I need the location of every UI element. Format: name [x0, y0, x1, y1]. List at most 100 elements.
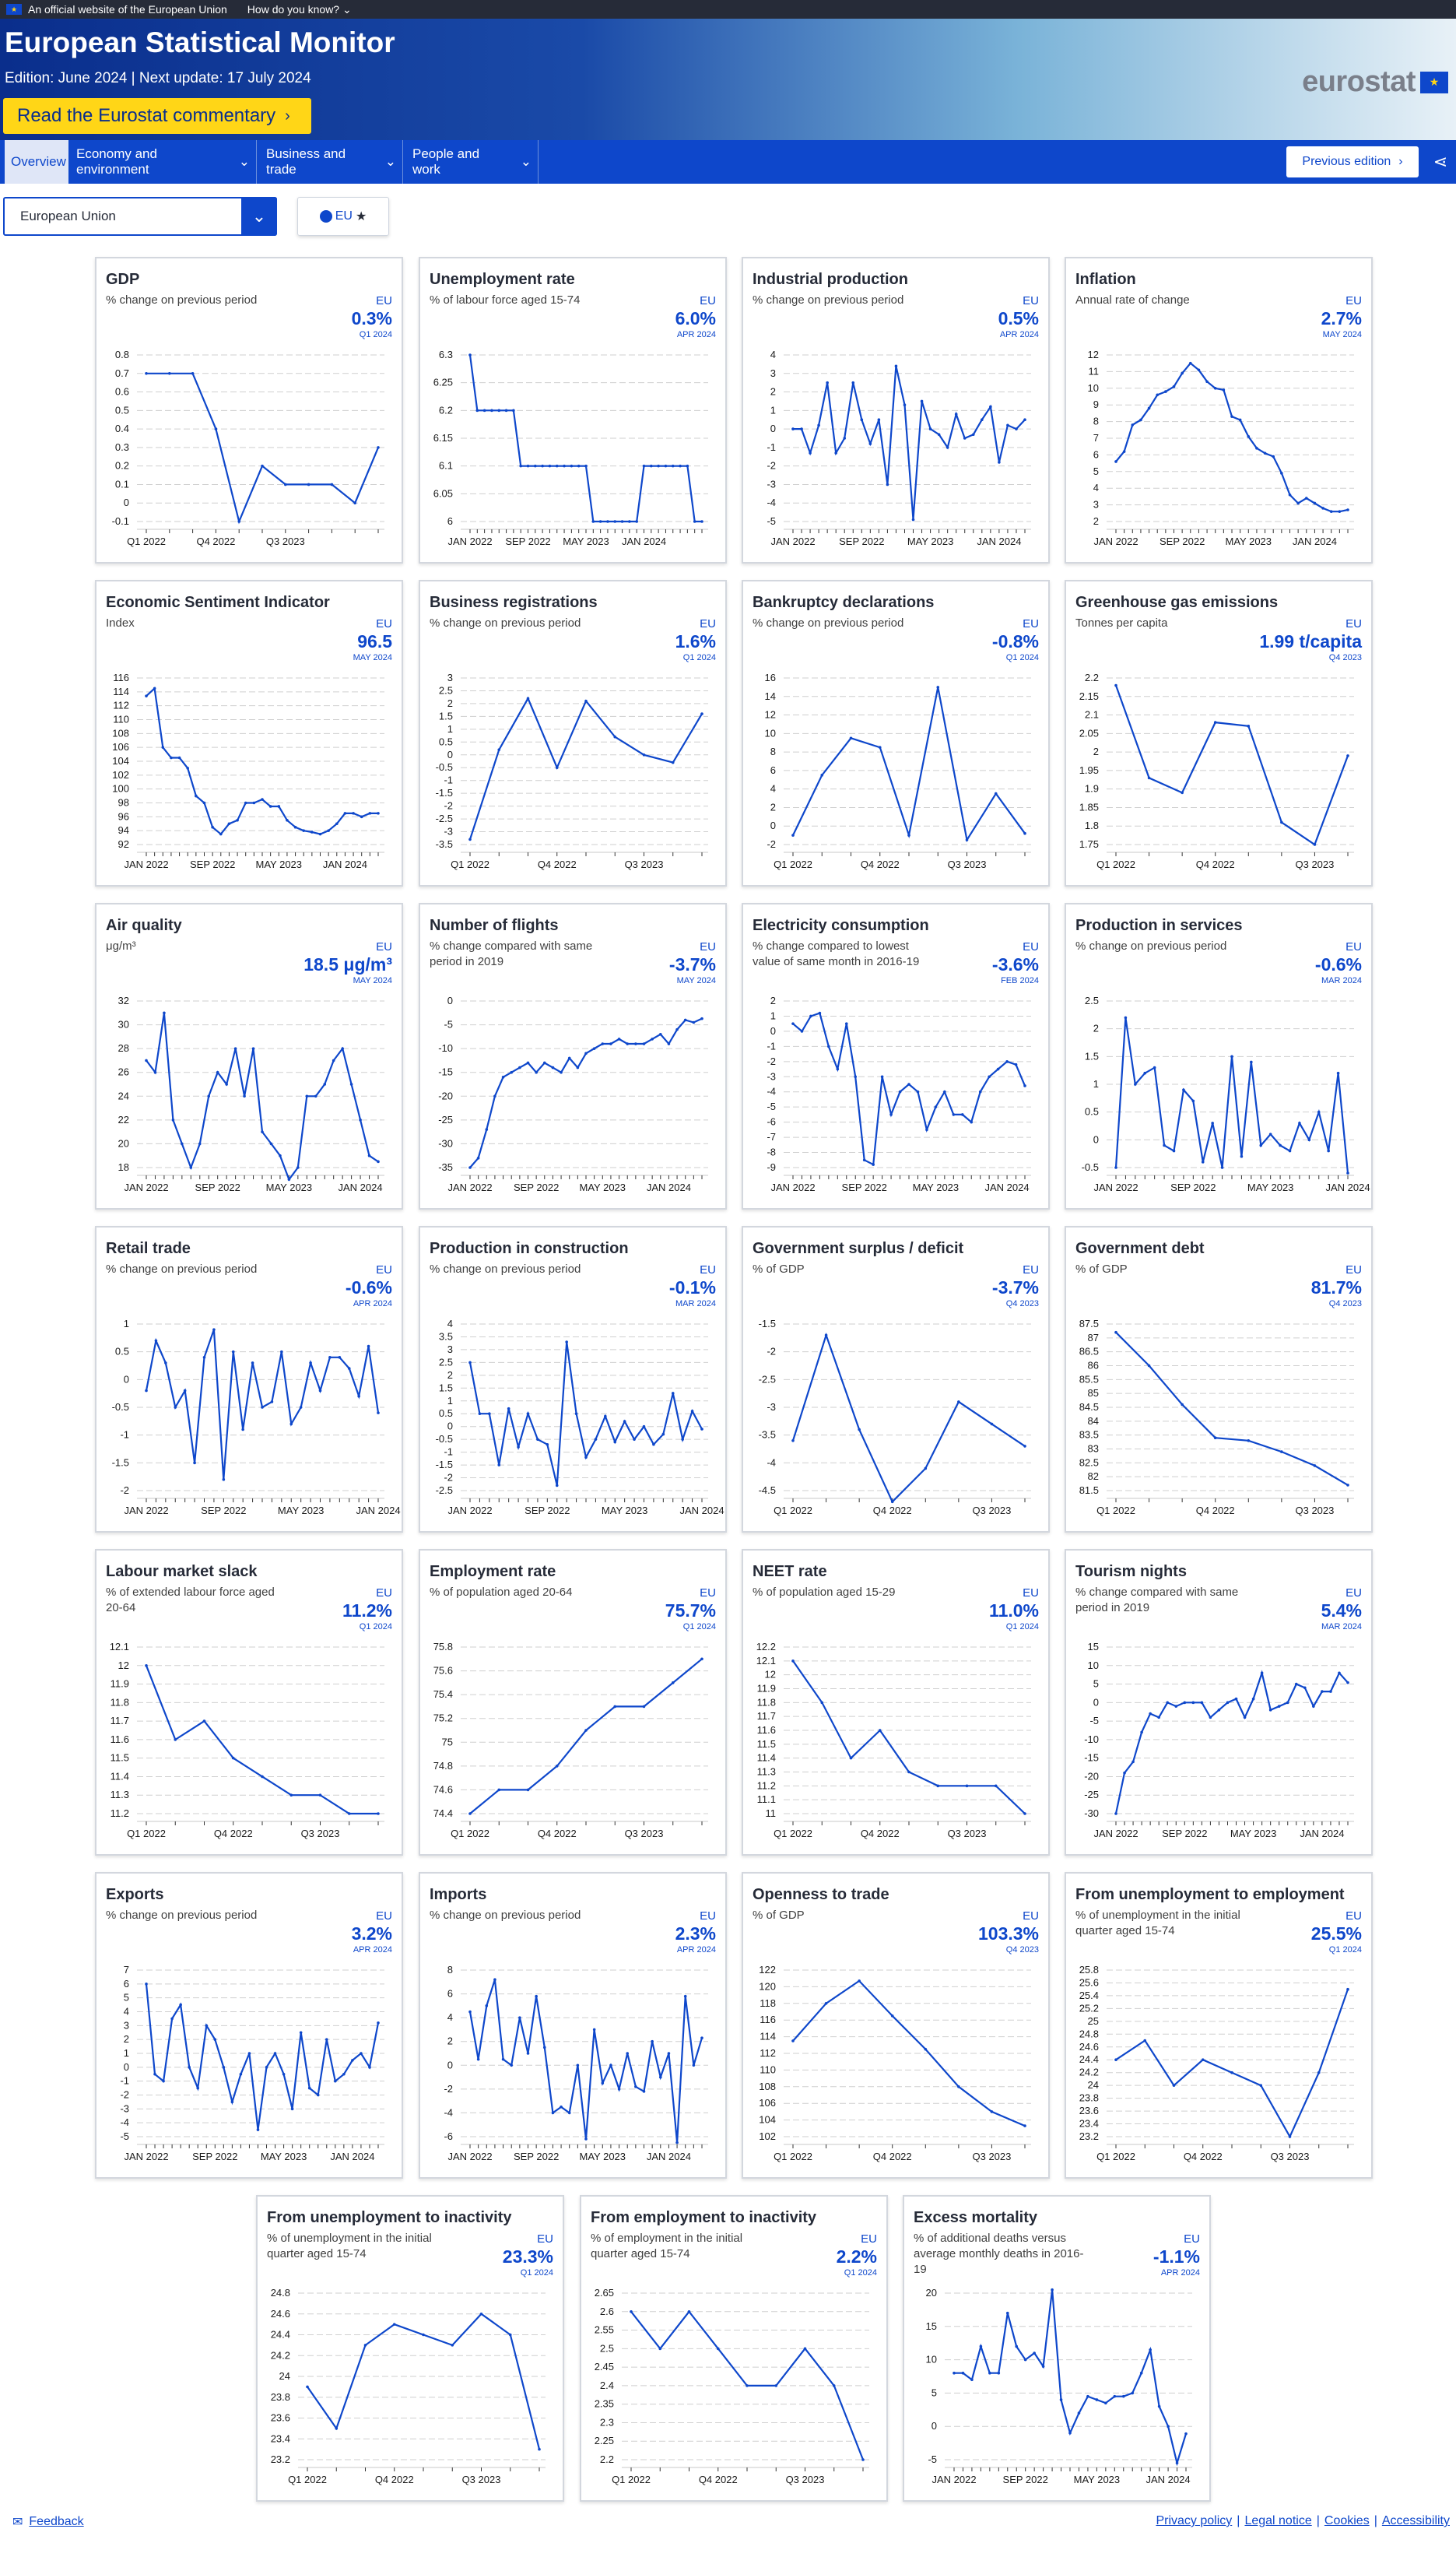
- data-point[interactable]: [518, 1066, 521, 1069]
- feedback-link[interactable]: Feedback: [29, 2515, 84, 2528]
- indicator-card-retail-trade[interactable]: Retail trade % change on previous period E…: [95, 1226, 403, 1533]
- data-point[interactable]: [1163, 1143, 1166, 1147]
- data-point[interactable]: [791, 1439, 795, 1442]
- data-point[interactable]: [809, 451, 812, 455]
- data-point[interactable]: [231, 1756, 235, 1760]
- data-point[interactable]: [1222, 388, 1226, 392]
- data-point[interactable]: [536, 1438, 539, 1441]
- indicator-card-industrial-production[interactable]: Industrial production % change on previou…: [742, 257, 1050, 564]
- data-point[interactable]: [686, 464, 689, 468]
- data-point[interactable]: [233, 1047, 237, 1050]
- data-point[interactable]: [476, 1156, 480, 1160]
- data-point[interactable]: [613, 735, 617, 739]
- data-point[interactable]: [584, 464, 588, 468]
- data-point[interactable]: [642, 1424, 646, 1428]
- data-point[interactable]: [981, 418, 984, 422]
- data-point[interactable]: [335, 822, 339, 826]
- data-point[interactable]: [1149, 1712, 1152, 1716]
- card-chart[interactable]: 2.2 2.15 2.1 2.05 2 1.95 1.9 1.85 1.8 1.75 Q1 2022…: [1066, 670, 1371, 885]
- data-point[interactable]: [693, 520, 696, 523]
- data-point[interactable]: [998, 461, 1001, 464]
- data-point[interactable]: [584, 1052, 588, 1055]
- data-point[interactable]: [1268, 1133, 1272, 1136]
- data-point[interactable]: [252, 801, 256, 805]
- data-point[interactable]: [820, 1701, 824, 1705]
- data-point[interactable]: [1230, 415, 1233, 418]
- indicator-card-from-employment-to-inactivity[interactable]: From employment to inactivity % of employ…: [580, 2195, 888, 2502]
- data-point[interactable]: [181, 1142, 184, 1146]
- data-point[interactable]: [1131, 2391, 1135, 2395]
- data-point[interactable]: [1023, 418, 1026, 422]
- data-point[interactable]: [265, 2066, 268, 2069]
- data-point[interactable]: [332, 1059, 335, 1062]
- data-point[interactable]: [658, 1033, 662, 1036]
- data-point[interactable]: [482, 409, 486, 413]
- data-point[interactable]: [237, 520, 240, 523]
- legal-notice-link[interactable]: Legal notice: [1244, 2514, 1312, 2527]
- data-point[interactable]: [824, 1333, 828, 1337]
- data-point[interactable]: [1247, 1439, 1251, 1442]
- data-point[interactable]: [145, 1663, 148, 1667]
- data-point[interactable]: [307, 483, 310, 486]
- data-point[interactable]: [584, 1456, 588, 1459]
- data-point[interactable]: [1147, 776, 1151, 780]
- data-point[interactable]: [468, 353, 472, 356]
- data-point[interactable]: [1114, 1330, 1117, 1334]
- data-point[interactable]: [512, 409, 515, 413]
- data-point[interactable]: [584, 2137, 588, 2141]
- data-point[interactable]: [1104, 2401, 1107, 2405]
- data-point[interactable]: [510, 2063, 514, 2067]
- data-point[interactable]: [609, 2063, 612, 2067]
- data-point[interactable]: [289, 1422, 293, 1426]
- data-point[interactable]: [1346, 1681, 1349, 1684]
- privacy-policy-link[interactable]: Privacy policy: [1156, 2514, 1233, 2527]
- data-point[interactable]: [367, 1154, 371, 1157]
- data-point[interactable]: [280, 1350, 283, 1354]
- data-point[interactable]: [1113, 2394, 1117, 2398]
- previous-edition-button[interactable]: Previous edition ›: [1286, 146, 1419, 177]
- data-point[interactable]: [617, 2088, 621, 2091]
- data-point[interactable]: [555, 464, 559, 468]
- data-point[interactable]: [225, 1083, 228, 1086]
- chevron-down-icon[interactable]: ⌄: [241, 197, 277, 236]
- data-point[interactable]: [377, 1812, 380, 1815]
- data-point[interactable]: [1346, 508, 1349, 511]
- data-point[interactable]: [1191, 1099, 1195, 1103]
- data-point[interactable]: [501, 2057, 505, 2061]
- card-chart[interactable]: 122 120 118 116 114 112 110 108 106 104 102 Q1 2022…: [743, 1962, 1048, 2177]
- data-point[interactable]: [501, 1076, 505, 1079]
- data-point[interactable]: [241, 1428, 244, 1431]
- data-point[interactable]: [153, 1070, 157, 1074]
- data-point[interactable]: [269, 1142, 273, 1146]
- data-point[interactable]: [318, 1389, 322, 1393]
- indicator-card-excess-mortality[interactable]: Excess mortality % of additional deaths v…: [903, 2195, 1211, 2502]
- data-point[interactable]: [222, 1477, 226, 1481]
- data-point[interactable]: [658, 2347, 662, 2351]
- data-point[interactable]: [1167, 2425, 1170, 2428]
- data-point[interactable]: [1068, 2431, 1072, 2435]
- data-point[interactable]: [667, 2052, 671, 2055]
- indicator-card-air-quality[interactable]: Air quality μg/m³ EU 18.5 μg/m³ MAY 2024 32 30…: [95, 903, 403, 1210]
- data-point[interactable]: [179, 2003, 182, 2007]
- data-point[interactable]: [844, 1022, 848, 1025]
- data-point[interactable]: [526, 697, 530, 701]
- data-point[interactable]: [1157, 1716, 1160, 1719]
- data-point[interactable]: [497, 1463, 501, 1466]
- data-point[interactable]: [231, 1350, 235, 1354]
- data-point[interactable]: [1023, 831, 1026, 835]
- data-point[interactable]: [1147, 406, 1151, 410]
- data-point[interactable]: [1023, 1445, 1026, 1448]
- data-point[interactable]: [1307, 1138, 1311, 1142]
- card-chart[interactable]: 32 30 28 26 24 22 20 18 JAN 2022 SEP 2022 MAY 2023…: [96, 993, 402, 1208]
- data-point[interactable]: [820, 774, 824, 777]
- data-point[interactable]: [1217, 1709, 1221, 1712]
- data-point[interactable]: [594, 1438, 598, 1441]
- data-point[interactable]: [1238, 418, 1242, 422]
- data-point[interactable]: [1251, 1697, 1255, 1701]
- data-point[interactable]: [634, 1042, 637, 1045]
- data-point[interactable]: [1298, 1122, 1301, 1125]
- data-point[interactable]: [626, 2052, 630, 2055]
- card-chart[interactable]: 24.8 24.6 24.4 24.2 24 23.8 23.6 23.4 23.2 Q1 202…: [258, 2285, 563, 2500]
- indicator-card-exports[interactable]: Exports % change on previous period EU 3.2%…: [95, 1872, 403, 2179]
